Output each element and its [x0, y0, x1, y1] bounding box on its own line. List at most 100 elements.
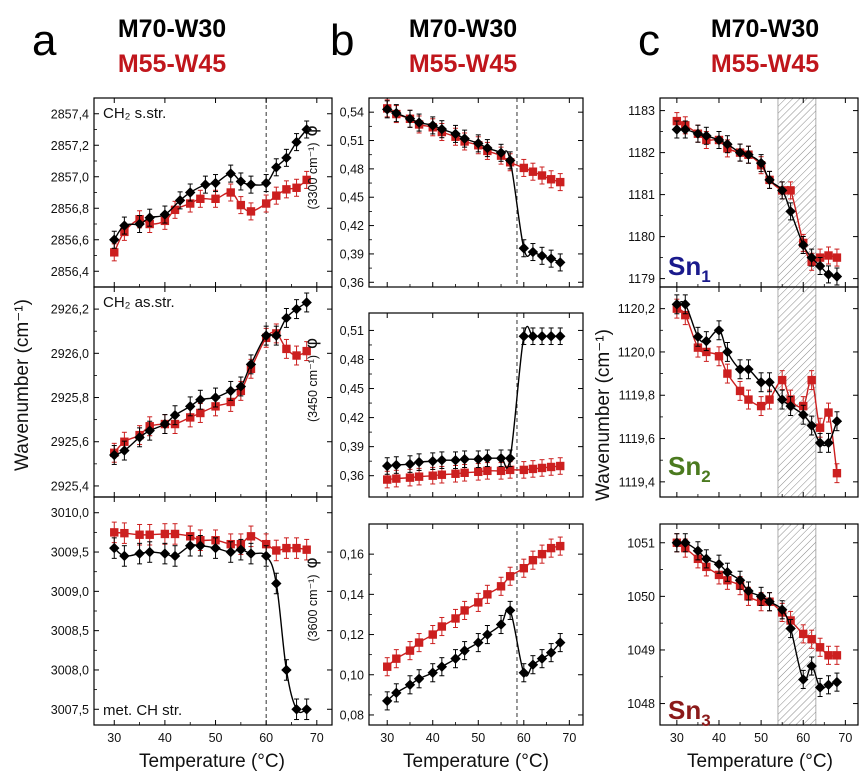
- panels-layer: 2856,4 2856,6 2856,8 2857,0 2857,2 2857,4 CH₂ …: [51, 97, 859, 745]
- series-line-black: [387, 325, 561, 469]
- data-point-diamond: [504, 605, 516, 616]
- data-point-diamond: [755, 157, 767, 169]
- y-tick-label: 1180: [628, 230, 655, 244]
- y-tick-label: 1120,0: [618, 345, 655, 359]
- y-tick-label: 0,42: [340, 411, 364, 425]
- x-tick-label: 50: [471, 731, 485, 745]
- data-point-diamond: [119, 445, 130, 456]
- y-tick-label: 3009,5: [51, 546, 89, 560]
- sn-label-3: Sn3: [668, 695, 711, 730]
- data-point-square: [170, 205, 180, 215]
- column-a-title-red: M55-W45: [118, 50, 226, 78]
- data-point-square: [405, 473, 415, 482]
- data-point-diamond: [671, 124, 683, 135]
- data-point-diamond: [245, 179, 257, 190]
- panel-a-3: 3007,5 3008,0 3008,5 3009,0 3009,5 3010,0 30 40…: [51, 496, 333, 745]
- data-point-diamond: [134, 218, 145, 230]
- data-point-diamond: [427, 120, 438, 131]
- data-point-diamond: [527, 246, 539, 258]
- plot-area: [109, 120, 312, 262]
- panel-c-1: 1179 1180 1181 1182 1183 Sn1: [628, 97, 859, 288]
- data-point-diamond: [713, 559, 725, 570]
- data-point-square: [186, 413, 195, 422]
- x-tick-label: 60: [259, 731, 273, 745]
- data-point-diamond: [134, 548, 145, 559]
- series-line-black: [386, 108, 561, 264]
- data-point-square: [460, 468, 469, 477]
- y-tick-label: 3010,0: [51, 506, 89, 520]
- sn-label-1: Sn1: [668, 251, 711, 286]
- column-a-y-axis-label: Wavenumber (cm⁻¹): [12, 299, 33, 471]
- plot-area: [382, 99, 566, 272]
- data-point-square: [824, 408, 833, 417]
- y-tick-label: 0,08: [340, 708, 364, 722]
- data-point-diamond: [482, 142, 493, 154]
- data-point-diamond: [798, 409, 809, 420]
- data-point-diamond: [734, 575, 746, 586]
- y-tick-label: 1048: [627, 697, 655, 711]
- data-point-square: [196, 194, 205, 203]
- data-point-diamond: [482, 629, 493, 640]
- y-tick-label: 3007,5: [51, 703, 89, 717]
- data-point-diamond: [159, 418, 171, 430]
- data-point-square: [261, 199, 271, 208]
- data-point-square: [282, 543, 291, 553]
- y-tick-label: 0,45: [340, 191, 364, 205]
- data-point-square: [537, 463, 547, 473]
- data-point-square: [451, 614, 460, 623]
- column-c-x-axis-label: Temperature (°C): [687, 751, 833, 772]
- y-tick-label: 1120,2: [618, 302, 655, 316]
- column-c-header: c M70-W30 M55-W45: [638, 15, 819, 78]
- data-point-square: [807, 635, 816, 644]
- data-point-diamond: [713, 325, 725, 336]
- data-point-square: [414, 638, 424, 647]
- data-point-square: [777, 375, 787, 385]
- data-point-diamond: [555, 257, 566, 268]
- data-point-square: [556, 177, 565, 187]
- data-point-diamond: [495, 619, 507, 630]
- x-tick-label: 30: [380, 731, 394, 745]
- data-point-square: [528, 167, 538, 176]
- y-tick-label: 2857,2: [51, 139, 89, 153]
- data-point-diamond: [185, 540, 196, 551]
- data-point-diamond: [536, 250, 548, 262]
- data-point-square: [723, 369, 732, 378]
- panel-annotation: met. CH str.: [103, 702, 182, 719]
- data-point-diamond: [235, 381, 247, 392]
- y-tick-label: 0,10: [340, 668, 364, 682]
- column-b-title-red: M55-W45: [409, 50, 517, 78]
- data-point-diamond: [169, 410, 181, 421]
- y-tick-label: 0,39: [340, 440, 364, 454]
- phi-symbol: φ: [302, 557, 322, 568]
- data-point-diamond: [743, 149, 754, 160]
- data-point-diamond: [413, 456, 425, 468]
- data-point-square: [546, 543, 556, 553]
- data-point-diamond: [776, 604, 788, 615]
- panel-a-1: 2856,4 2856,6 2856,8 2857,0 2857,2 2857,4 CH₂ …: [51, 97, 333, 288]
- data-point-square: [519, 163, 529, 173]
- data-point-diamond: [798, 239, 809, 251]
- plot-area: [671, 112, 843, 286]
- data-point-diamond: [692, 331, 704, 342]
- data-point-diamond: [281, 152, 292, 164]
- data-point-diamond: [831, 271, 843, 282]
- column-a-title-black: M70-W30: [118, 15, 226, 43]
- data-point-diamond: [144, 546, 155, 558]
- panel-a-2: 2925,4 2925,6 2925,8 2926,0 2926,2 CH₂ as.str…: [51, 286, 333, 498]
- x-tick-label: 30: [107, 731, 121, 745]
- column-letter-a: a: [32, 16, 57, 65]
- data-point-square: [807, 375, 816, 385]
- data-point-square: [272, 546, 281, 555]
- data-point-diamond: [450, 455, 461, 466]
- data-point-diamond: [144, 212, 155, 223]
- data-point-diamond: [382, 104, 393, 115]
- column-letter-b: b: [330, 16, 354, 65]
- data-point-square: [693, 343, 703, 352]
- data-point-square: [714, 352, 724, 361]
- data-point-diamond: [271, 330, 282, 341]
- y-tick-label: 0,12: [340, 628, 364, 642]
- data-point-diamond: [555, 637, 566, 648]
- data-point-diamond: [144, 425, 155, 436]
- data-point-diamond: [504, 155, 516, 166]
- data-point-diamond: [301, 704, 312, 715]
